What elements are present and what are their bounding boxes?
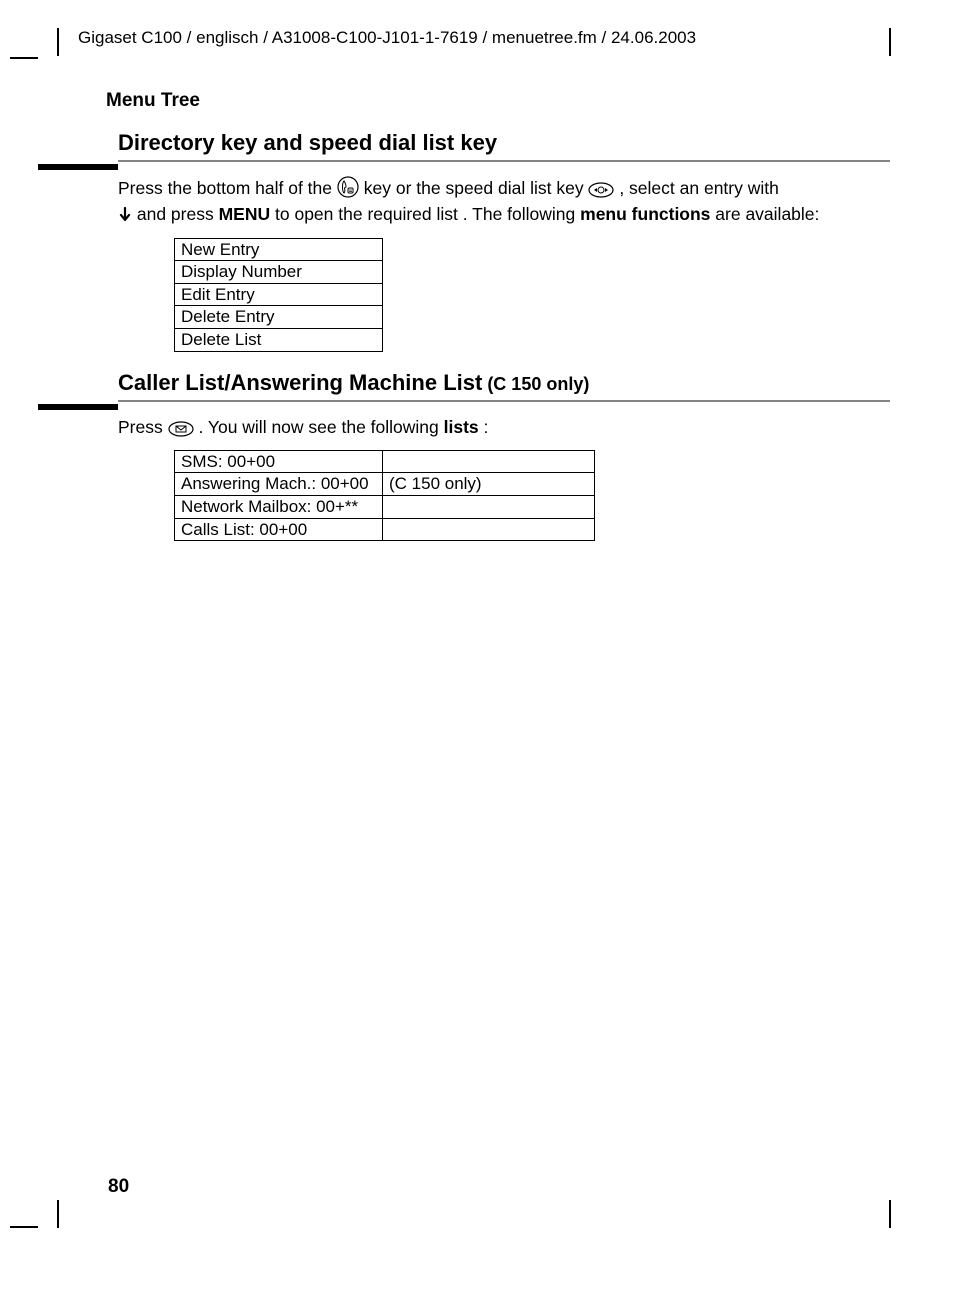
text: Press xyxy=(118,417,168,437)
page-content: Gigaset C100 / englisch / A31008-C100-J1… xyxy=(78,28,890,559)
menu-functions-table: New Entry Display Number Edit Entry Dele… xyxy=(174,238,383,352)
table-cell xyxy=(383,450,595,473)
table-cell: (C 150 only) xyxy=(383,473,595,496)
message-key-icon xyxy=(168,420,194,442)
heading-1-text: Directory key and speed dial list key xyxy=(118,130,890,160)
handset-key-icon xyxy=(337,176,359,203)
text: . You will now see the following xyxy=(198,417,443,437)
text: Caller List/Answering Machine List xyxy=(118,370,482,395)
table-cell: Edit Entry xyxy=(175,283,383,306)
heading-section-2: Caller List/Answering Machine List (C 15… xyxy=(78,370,890,402)
text: and press xyxy=(137,204,219,224)
table-cell: Calls List: 00+00 xyxy=(175,518,383,541)
table-cell: Display Number xyxy=(175,261,383,284)
text: : xyxy=(484,417,489,437)
section-label: Menu Tree xyxy=(106,90,890,112)
page-number: 80 xyxy=(108,1176,129,1198)
table-cell xyxy=(383,496,595,519)
text: to open the required list . The followin… xyxy=(275,204,580,224)
table-cell xyxy=(383,518,595,541)
section-1-body: Press the bottom half of the key or the … xyxy=(118,176,890,230)
lists-table: SMS: 00+00 Answering Mach.: 00+00 (C 150… xyxy=(174,450,595,541)
text: , select an entry with xyxy=(619,178,779,198)
table-cell: SMS: 00+00 xyxy=(175,450,383,473)
table-cell: Network Mailbox: 00+** xyxy=(175,496,383,519)
menu-key-label: MENU xyxy=(219,204,271,224)
down-arrow-icon xyxy=(118,206,132,229)
text: Press the bottom half of the xyxy=(118,178,337,198)
text: (C 150 only) xyxy=(482,374,589,394)
doc-header: Gigaset C100 / englisch / A31008-C100-J1… xyxy=(78,28,890,48)
table-cell: Delete Entry xyxy=(175,306,383,329)
table-cell: Delete List xyxy=(175,328,383,351)
speed-dial-key-icon xyxy=(588,181,614,203)
heading-section-1: Directory key and speed dial list key xyxy=(78,130,890,162)
text: menu functions xyxy=(580,204,710,224)
section-2-body: Press . You will now see the following l… xyxy=(118,416,890,442)
heading-2-text: Caller List/Answering Machine List (C 15… xyxy=(118,370,890,400)
text: are available: xyxy=(715,204,819,224)
table-cell: New Entry xyxy=(175,238,383,261)
text: lists xyxy=(444,417,479,437)
table-cell: Answering Mach.: 00+00 xyxy=(175,473,383,496)
text: key or the speed dial list key xyxy=(364,178,589,198)
